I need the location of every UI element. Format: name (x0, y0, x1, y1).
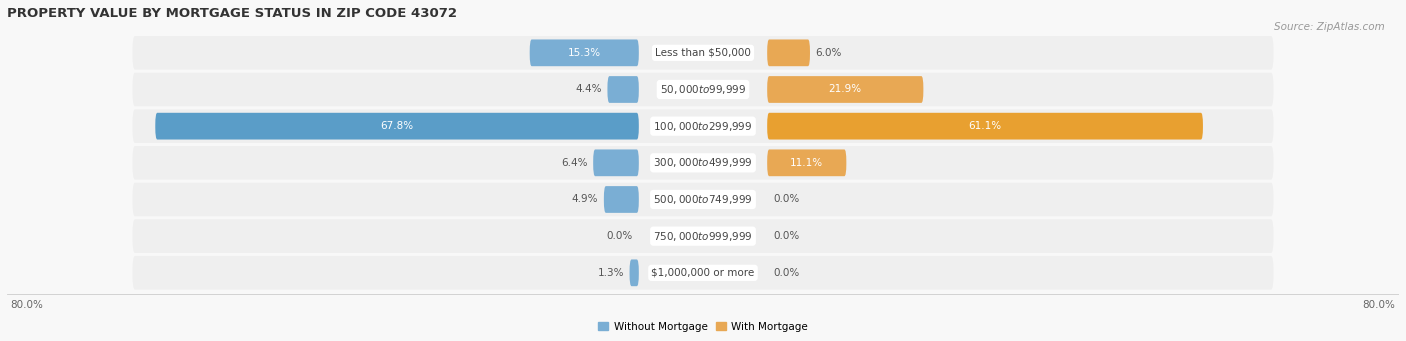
Text: 11.1%: 11.1% (790, 158, 824, 168)
Text: 80.0%: 80.0% (10, 300, 44, 310)
Text: 15.3%: 15.3% (568, 48, 600, 58)
FancyBboxPatch shape (607, 76, 638, 103)
Text: 1.3%: 1.3% (598, 268, 624, 278)
FancyBboxPatch shape (530, 40, 638, 66)
Text: $300,000 to $499,999: $300,000 to $499,999 (654, 156, 752, 169)
FancyBboxPatch shape (630, 260, 638, 286)
FancyBboxPatch shape (132, 146, 1274, 180)
Text: 4.9%: 4.9% (572, 194, 598, 205)
Text: 6.0%: 6.0% (815, 48, 842, 58)
Text: 0.0%: 0.0% (773, 268, 799, 278)
FancyBboxPatch shape (768, 76, 924, 103)
FancyBboxPatch shape (132, 36, 1274, 70)
Text: $1,000,000 or more: $1,000,000 or more (651, 268, 755, 278)
Text: 0.0%: 0.0% (607, 231, 633, 241)
Text: Source: ZipAtlas.com: Source: ZipAtlas.com (1274, 22, 1385, 32)
FancyBboxPatch shape (768, 149, 846, 176)
FancyBboxPatch shape (132, 183, 1274, 216)
FancyBboxPatch shape (768, 113, 1204, 139)
Text: $500,000 to $749,999: $500,000 to $749,999 (654, 193, 752, 206)
Text: $50,000 to $99,999: $50,000 to $99,999 (659, 83, 747, 96)
FancyBboxPatch shape (132, 109, 1274, 143)
FancyBboxPatch shape (132, 73, 1274, 106)
Text: Less than $50,000: Less than $50,000 (655, 48, 751, 58)
Text: 0.0%: 0.0% (773, 194, 799, 205)
Text: 21.9%: 21.9% (828, 85, 862, 94)
Text: PROPERTY VALUE BY MORTGAGE STATUS IN ZIP CODE 43072: PROPERTY VALUE BY MORTGAGE STATUS IN ZIP… (7, 7, 457, 20)
FancyBboxPatch shape (132, 256, 1274, 290)
Text: 80.0%: 80.0% (1362, 300, 1396, 310)
FancyBboxPatch shape (155, 113, 638, 139)
FancyBboxPatch shape (132, 219, 1274, 253)
Text: 67.8%: 67.8% (381, 121, 413, 131)
Text: 4.4%: 4.4% (575, 85, 602, 94)
Text: 0.0%: 0.0% (773, 231, 799, 241)
FancyBboxPatch shape (603, 186, 638, 213)
Legend: Without Mortgage, With Mortgage: Without Mortgage, With Mortgage (593, 317, 813, 336)
Text: $100,000 to $299,999: $100,000 to $299,999 (654, 120, 752, 133)
Text: $750,000 to $999,999: $750,000 to $999,999 (654, 229, 752, 243)
Text: 6.4%: 6.4% (561, 158, 588, 168)
FancyBboxPatch shape (768, 40, 810, 66)
FancyBboxPatch shape (593, 149, 638, 176)
Text: 61.1%: 61.1% (969, 121, 1001, 131)
